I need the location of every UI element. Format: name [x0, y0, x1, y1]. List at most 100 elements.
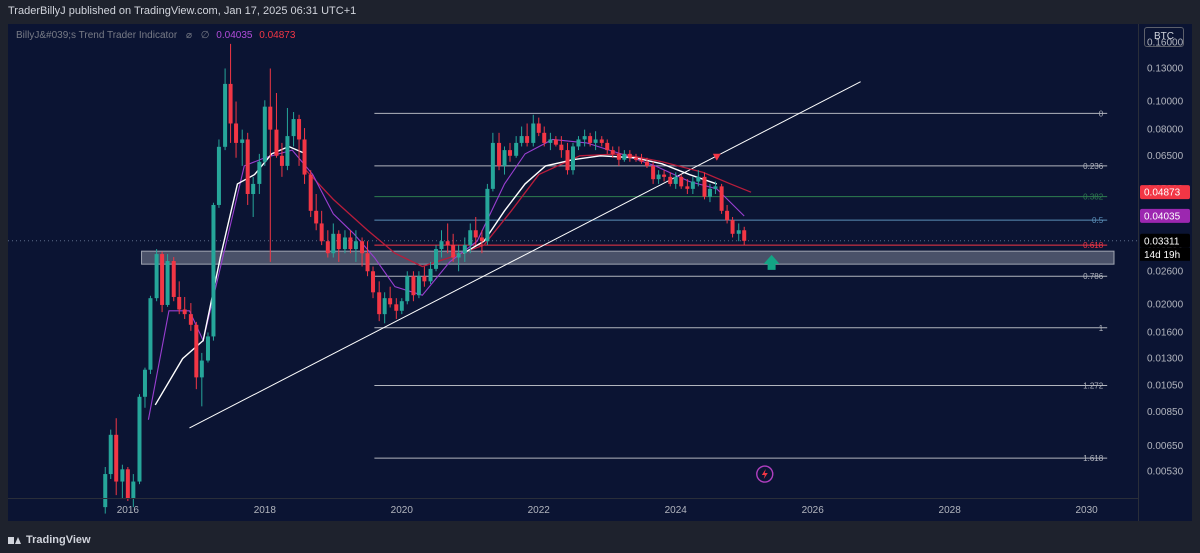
candle-body [519, 136, 524, 143]
sell-marker-icon [712, 153, 721, 161]
x-tick-label: 2024 [665, 505, 688, 516]
candle-body [188, 314, 193, 325]
candle-body [588, 136, 593, 143]
x-tick-label: 2028 [939, 505, 962, 516]
price-axis-separator [1138, 24, 1139, 521]
y-tick-label: 0.00650 [1147, 441, 1184, 452]
candle-body [137, 396, 142, 482]
candle-body [485, 188, 490, 242]
candle-body [605, 142, 610, 151]
fib-level-label: 0 [1099, 109, 1104, 118]
candle-body [125, 469, 130, 498]
candle-body [371, 271, 376, 293]
candle-body [439, 241, 444, 250]
candle-body [377, 292, 382, 315]
candle-body [348, 237, 353, 250]
candle-body [702, 176, 707, 197]
y-tick-label: 0.10000 [1147, 97, 1184, 108]
candle-body [725, 210, 730, 221]
symbol-button[interactable]: BTC [1144, 27, 1184, 47]
indicator-name[interactable]: BillyJ&#039;s Trend Trader Indicator [16, 30, 178, 41]
candle-body [445, 241, 450, 246]
candle-body [593, 139, 598, 143]
fib-level-label: 0.236 [1083, 162, 1104, 171]
fib-level-label: 1.618 [1083, 454, 1104, 463]
candle-body [360, 241, 365, 254]
candle-body [353, 241, 358, 250]
tradingview-logo[interactable]: TradingView [8, 534, 91, 546]
candle-body [553, 139, 558, 145]
candle-body [228, 83, 233, 124]
fib-level-label: 1.272 [1083, 382, 1104, 391]
y-tick-label: 0.13000 [1147, 63, 1184, 74]
footer-bar: TradingView [0, 528, 1200, 553]
candle-body [690, 181, 695, 189]
countdown-box [1140, 247, 1190, 261]
fib-level-label: 0.618 [1083, 241, 1104, 250]
candle-body [279, 155, 284, 166]
candle-body [514, 142, 519, 156]
candle-body [285, 136, 290, 166]
candle-body [502, 150, 507, 166]
indicator-value-purple: 0.04035 [216, 30, 253, 41]
candle-body [240, 139, 245, 143]
ema-white-line [154, 145, 307, 406]
candle-body [685, 186, 690, 189]
candle-body [656, 174, 661, 180]
settings-icon[interactable]: ∅ [200, 30, 210, 41]
x-tick-label: 2030 [1076, 505, 1099, 516]
support-zone [141, 250, 1115, 265]
candle-body [308, 174, 313, 211]
candle-body [131, 481, 136, 498]
candle-body [434, 249, 439, 269]
indicator-legend[interactable]: BillyJ&#039;s Trend Trader Indicator ⌀ ∅… [16, 30, 295, 41]
candle-body [622, 153, 627, 160]
candle-body [451, 245, 456, 258]
candle-body [411, 276, 416, 296]
candle-body [382, 298, 387, 315]
candle-body [205, 336, 210, 361]
candle-body [582, 136, 587, 140]
candle-body [182, 309, 187, 315]
candle-body [199, 360, 204, 378]
candle-body [497, 142, 502, 166]
x-tick-label: 2018 [254, 505, 277, 516]
candle-body [223, 83, 228, 147]
candle-body [108, 434, 113, 475]
candle-body [599, 139, 604, 143]
ema-red-line [305, 153, 752, 268]
fib-level-label: 1 [1099, 324, 1104, 333]
candle-body [456, 253, 461, 258]
candle-body [399, 301, 404, 311]
candle-body [662, 174, 667, 177]
candle-body [422, 276, 427, 282]
candle-body [234, 123, 239, 143]
lightning-bolt [761, 469, 768, 480]
candle-body [160, 254, 165, 305]
candle-body [291, 119, 296, 137]
candle-body [644, 161, 649, 166]
ema-purple-line [147, 138, 745, 420]
price-label: 0.04873 [1144, 188, 1181, 199]
candle-body [245, 139, 250, 195]
candle-body [336, 233, 341, 250]
x-tick-label: 2016 [117, 505, 140, 516]
candle-body [319, 223, 324, 242]
candle-body [462, 245, 467, 254]
eye-icon[interactable]: ⌀ [185, 30, 193, 41]
y-tick-label: 0.08000 [1147, 125, 1184, 136]
lightning-icon [756, 465, 774, 483]
candle-body [274, 129, 279, 156]
price-chart[interactable]: 0 0.236 0.382 0.5 0.618 0.786 1 1.272 1.618 0.160… [8, 24, 1192, 521]
chart-frame[interactable]: 0 0.236 0.382 0.5 0.618 0.786 1 1.272 1.618 0.160… [8, 24, 1192, 521]
candle-body [548, 139, 553, 143]
x-tick-label: 2020 [391, 505, 414, 516]
candle-body [171, 261, 176, 297]
candle-body [120, 469, 125, 482]
trendline [189, 81, 861, 429]
candle-body [416, 276, 421, 296]
tradingview-logo-icon [8, 536, 22, 545]
candle-body [696, 176, 701, 182]
candle-body [531, 123, 536, 143]
y-tick-label: 0.00530 [1147, 467, 1184, 478]
